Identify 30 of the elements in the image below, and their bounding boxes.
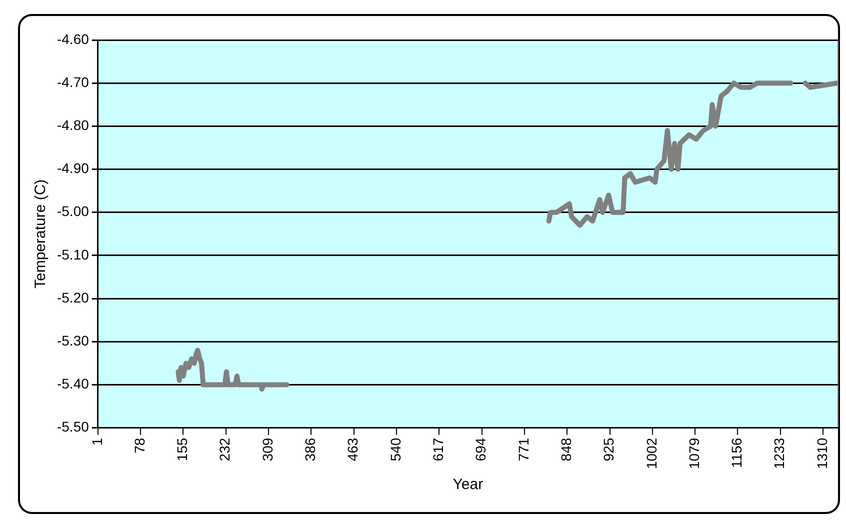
x-tick-label: 78 <box>131 438 148 454</box>
x-tick-label: 1233 <box>771 438 788 470</box>
x-tick-label: 463 <box>344 438 361 462</box>
x-tick-label: 386 <box>302 438 318 462</box>
y-tick-label: -5.00 <box>56 203 90 220</box>
x-tick-label: 694 <box>472 438 489 462</box>
y-tick-label: -4.80 <box>56 117 90 134</box>
x-tick-label: 925 <box>600 438 617 462</box>
y-axis-title: Temperature (C) <box>32 179 50 289</box>
x-tick-label: 540 <box>387 438 404 462</box>
x-tick-label: 1079 <box>686 438 702 470</box>
x-axis-title: Year <box>452 476 484 494</box>
x-tick-label: 1002 <box>643 438 660 470</box>
x-tick-label: 309 <box>259 438 276 462</box>
y-tick-label: -4.70 <box>56 74 90 90</box>
y-tick-label: -5.50 <box>56 418 90 435</box>
y-tick-label: -5.10 <box>56 246 90 262</box>
x-tick-label: 848 <box>558 438 574 462</box>
x-tick-label: 1 <box>88 438 105 446</box>
y-tick-label: -4.60 <box>56 30 90 47</box>
x-tick-label: 771 <box>515 438 532 462</box>
y-tick-label: -5.20 <box>56 289 90 306</box>
x-tick-label: 232 <box>216 438 233 462</box>
x-tick-label: 617 <box>430 438 446 462</box>
y-tick-label: -5.40 <box>56 376 90 392</box>
x-tick-label: 1310 <box>814 438 830 470</box>
y-tick-label: -5.30 <box>56 332 90 349</box>
y-tick-label: -4.90 <box>56 160 90 176</box>
x-tick-label: 155 <box>174 438 190 462</box>
x-tick-label: 1156 <box>728 438 745 468</box>
